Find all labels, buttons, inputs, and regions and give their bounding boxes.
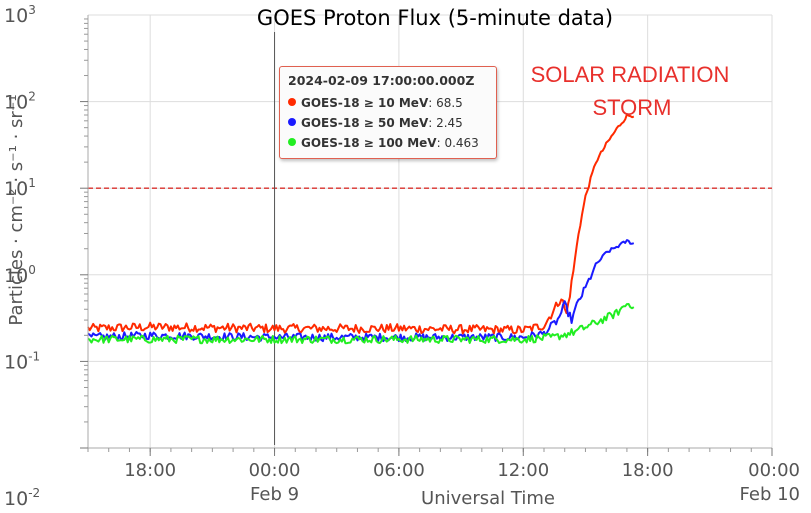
x-tick-label: 12:00 <box>497 460 549 481</box>
x-tick-date-label: Feb 9 <box>250 484 299 505</box>
y-tick-label: 102 <box>4 90 36 114</box>
data-tooltip: 2024-02-09 17:00:00.000Z GOES-18 ≥ 10 Me… <box>279 66 497 159</box>
y-tick-label: 103 <box>4 3 36 27</box>
tooltip-series-value: 2.45 <box>436 116 463 130</box>
y-axis-label: Particles · cm⁻² · s⁻¹ · sr⁻¹ <box>6 94 27 325</box>
annotation-line-1: SOLAR RADIATION <box>531 62 730 87</box>
tooltip-series-name: GOES-18 ≥ 10 MeV <box>301 96 429 110</box>
tooltip-series-value: 0.463 <box>444 136 479 150</box>
axes <box>80 15 773 456</box>
tooltip-dot-10mev <box>288 98 296 106</box>
y-tick-label: 10-2 <box>4 486 40 510</box>
tooltip-dot-100mev <box>288 138 296 146</box>
series-line-10mev <box>87 113 635 335</box>
y-tick-labels: 10-2 10-1 100 101 102 103 <box>4 3 40 510</box>
x-tick-label: 06:00 <box>373 460 425 481</box>
series-line-50mev <box>87 239 635 343</box>
series-line-100mev <box>87 303 635 345</box>
tooltip-dot-50mev <box>288 118 296 126</box>
tooltip-row-50mev: GOES-18 ≥ 50 MeV: 2.45 <box>288 113 488 133</box>
y-tick-label: 101 <box>4 176 36 200</box>
x-tick-date-label: Feb 10 <box>740 484 801 505</box>
y-tick-label: 100 <box>4 263 36 287</box>
x-tick-label: 18:00 <box>622 460 674 481</box>
tooltip-time: 2024-02-09 17:00:00.000Z <box>288 73 475 88</box>
x-axis-label: Universal Time <box>421 488 555 509</box>
x-tick-label: 18:00 <box>124 460 176 481</box>
tooltip-row-100mev: GOES-18 ≥ 100 MeV: 0.463 <box>288 133 488 153</box>
y-tick-label: 10-1 <box>4 349 40 373</box>
tooltip-series-name: GOES-18 ≥ 100 MeV <box>301 136 437 150</box>
x-tick-labels: 18:00 00:00 Feb 9 06:00 12:00 18:00 00:00 Feb 1… <box>124 460 800 505</box>
tooltip-row-10mev: GOES-18 ≥ 10 MeV: 68.5 <box>288 93 488 113</box>
x-tick-label: 00:00 <box>748 460 800 481</box>
tooltip-series-name: GOES-18 ≥ 50 MeV <box>301 116 429 130</box>
x-tick-label: 00:00 <box>249 460 301 481</box>
chart-title: GOES Proton Flux (5-minute data) <box>257 6 613 30</box>
series-lines <box>87 113 635 345</box>
tooltip-series-value: 68.5 <box>436 96 463 110</box>
annotation-line-2: STORM <box>592 95 671 120</box>
